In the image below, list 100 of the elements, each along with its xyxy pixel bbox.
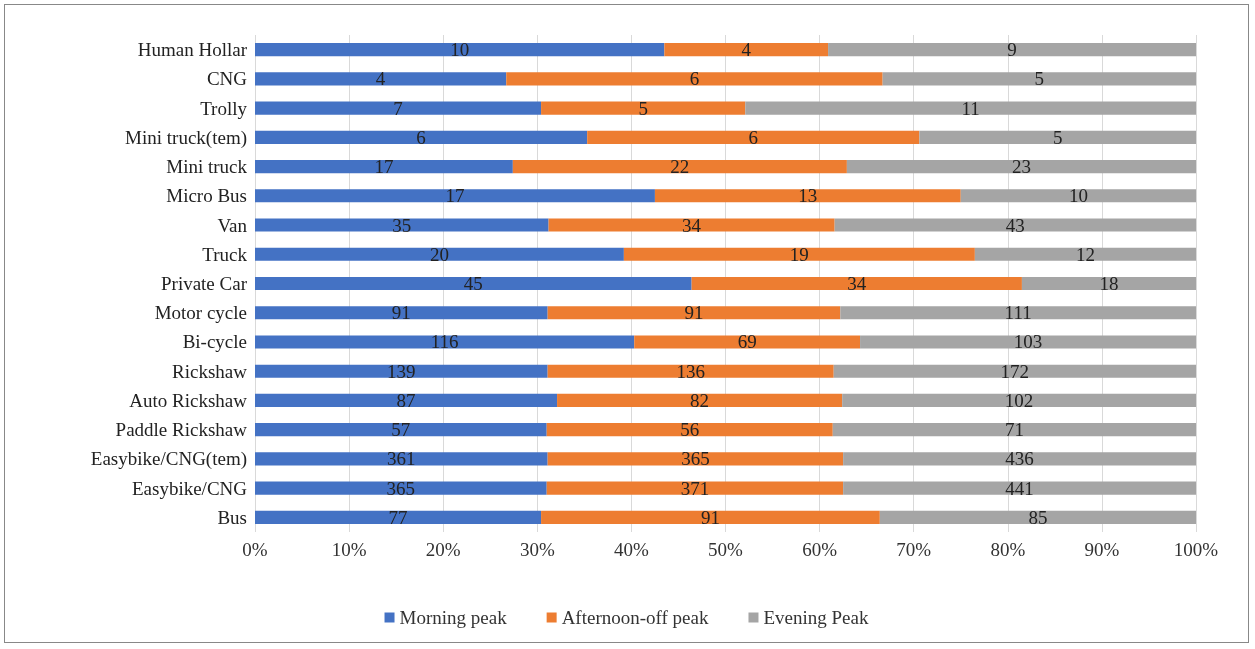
bar [255, 218, 549, 232]
bar [623, 247, 975, 261]
bar [842, 393, 1196, 408]
annotation: 34 [682, 214, 702, 236]
annotation: 7 [393, 97, 403, 119]
bar [541, 101, 746, 115]
x-tick-label: 20% [425, 539, 461, 560]
bar [548, 218, 835, 232]
bar [547, 452, 844, 466]
annotation: 172 [1000, 360, 1030, 382]
bar [843, 452, 1196, 466]
annotation: 5 [1052, 126, 1063, 148]
annotation: 102 [1004, 389, 1034, 411]
y-tick-label: Truck [202, 243, 248, 265]
bar [833, 364, 1196, 378]
annotation: 43 [1005, 214, 1025, 236]
bar [255, 276, 692, 291]
annotation: 87 [396, 389, 416, 411]
annotation: 71 [1004, 419, 1024, 441]
x-tick-label: 70% [896, 539, 932, 560]
annotation: 45 [463, 273, 483, 294]
bar [860, 335, 1196, 349]
bar [1021, 276, 1196, 291]
bar [834, 218, 1196, 232]
bar [654, 189, 961, 203]
bar [255, 481, 547, 495]
annotation: 17 [445, 185, 465, 207]
annotation: 5 [638, 97, 648, 119]
annotation: 17 [374, 156, 394, 178]
annotation: 365 [386, 477, 416, 499]
annotation: 136 [676, 360, 705, 382]
annotation: 77 [388, 506, 408, 528]
legend-label: Afternoon-off peak [561, 607, 709, 628]
y-tick-label: Mini truck [166, 156, 248, 178]
annotation: 365 [681, 448, 710, 470]
annotation: 23 [1011, 156, 1031, 178]
annotation: 13 [798, 185, 818, 207]
y-tick-label: Private Car [160, 273, 248, 294]
bar [587, 130, 920, 144]
bar [255, 452, 548, 466]
bar [547, 364, 834, 378]
annotation: 56 [680, 419, 700, 441]
x-tick-label: 30% [519, 539, 555, 560]
y-tick-label: Human Hollar [137, 39, 248, 61]
bar [840, 306, 1196, 320]
bar [546, 423, 833, 437]
annotation: 116 [430, 331, 459, 353]
annotation: 18 [1099, 273, 1119, 294]
y-tick-label: Motor cycle [154, 302, 247, 324]
annotation: 91 [391, 302, 411, 324]
bar [974, 247, 1196, 261]
annotation: 82 [690, 389, 710, 411]
bar [541, 510, 880, 524]
y-tick-label: Easybike/CNG [131, 477, 248, 499]
x-tick-label: 0% [242, 539, 268, 560]
bar [547, 306, 841, 320]
annotation: 85 [1028, 506, 1048, 528]
bar [664, 43, 829, 57]
bar [828, 43, 1196, 57]
bar [255, 130, 588, 144]
y-tick-label: Micro Bus [166, 185, 247, 207]
x-tick-label: 40% [613, 539, 649, 560]
x-tick-label: 100% [1173, 539, 1219, 560]
y-tick-label: Paddle Rickshaw [115, 419, 248, 441]
bar [506, 72, 883, 86]
annotation: 35 [392, 214, 412, 236]
annotation: 111 [1004, 302, 1032, 324]
annotation: 69 [737, 331, 757, 353]
bar [846, 159, 1196, 174]
bar [255, 423, 547, 437]
x-tick-label: 10% [331, 539, 367, 560]
x-tick-label: 50% [708, 539, 744, 560]
annotation: 91 [684, 302, 704, 324]
y-tick-label: Mini truck(tem) [125, 126, 247, 149]
annotation: 91 [700, 506, 720, 528]
bar [745, 101, 1196, 115]
bar [255, 335, 635, 349]
bar [512, 159, 847, 174]
bar [546, 481, 844, 495]
bar [255, 101, 542, 115]
y-tick-label: Bus [217, 506, 247, 528]
annotation: 4 [741, 39, 752, 61]
annotation: 9 [1007, 39, 1017, 61]
bar [255, 72, 507, 86]
legend-label: Morning peak [399, 607, 508, 628]
y-tick-label: Bi-cycle [182, 331, 247, 353]
annotation: 20 [429, 243, 449, 265]
bar [255, 159, 513, 174]
y-tick-label: Auto Rickshaw [129, 389, 248, 411]
annotation: 6 [416, 126, 426, 148]
bar [255, 364, 548, 378]
y-tick-label: CNG [206, 68, 248, 90]
bar [255, 43, 665, 57]
annotation: 441 [1005, 477, 1034, 499]
annotation: 436 [1005, 448, 1034, 470]
x-tick-label: 90% [1084, 539, 1120, 560]
annotation: 10 [1068, 185, 1088, 207]
annotation: 6 [689, 68, 700, 90]
annotation: 361 [387, 448, 416, 470]
bar [691, 276, 1022, 291]
